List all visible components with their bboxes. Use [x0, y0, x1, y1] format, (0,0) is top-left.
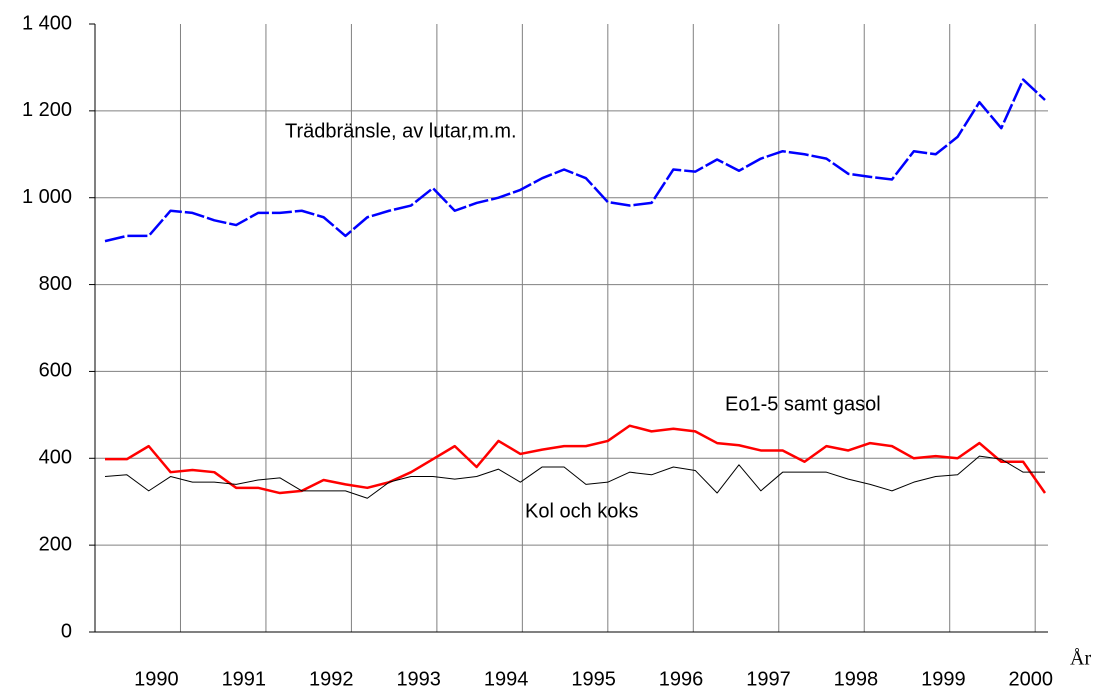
y-tick-label: 0	[61, 620, 72, 642]
x-tick-label: 1998	[834, 668, 879, 690]
x-tick-label: 1995	[571, 668, 616, 690]
y-tick-label: 600	[39, 360, 72, 382]
x-axis-label: År	[1070, 648, 1091, 670]
series-label: Kol och koks	[525, 500, 638, 522]
x-tick-label: 1996	[659, 668, 704, 690]
x-tick-label: 1990	[134, 668, 179, 690]
series-label: Eo1-5 samt gasol	[725, 393, 881, 415]
y-tick-label: 200	[39, 533, 72, 555]
x-tick-label: 1991	[222, 668, 267, 690]
x-tick-label: 1999	[921, 668, 966, 690]
x-tick-label: 1994	[484, 668, 529, 690]
series-line	[105, 424, 1047, 495]
x-tick-label: 2000	[1009, 668, 1054, 690]
x-tick-label: 1997	[746, 668, 791, 690]
series-line	[104, 455, 1045, 499]
y-tick-label: 400	[39, 447, 72, 469]
y-tick-label: 800	[39, 273, 72, 295]
y-tick-label: 1 200	[22, 99, 72, 121]
y-tick-label: 1 000	[22, 186, 72, 208]
x-tick-label: 1992	[309, 668, 354, 690]
series-line	[104, 78, 1046, 243]
x-tick-label: 1993	[396, 668, 441, 690]
series-label: Trädbränsle, av lutar,m.m.	[285, 120, 517, 142]
y-tick-label: 1 400	[22, 12, 72, 34]
